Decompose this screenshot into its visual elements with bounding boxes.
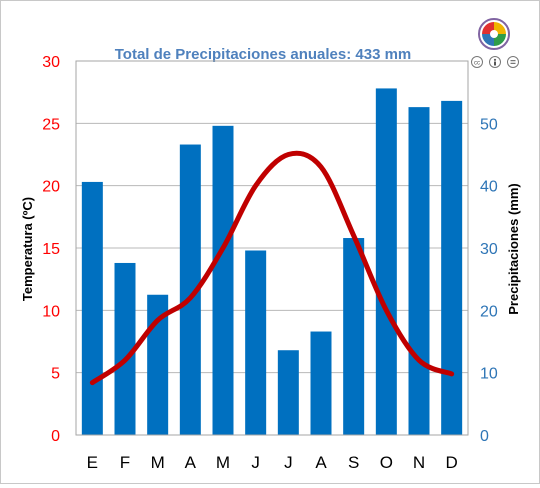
x-tick-label: E [87, 453, 98, 472]
y-left-tick-label: 25 [42, 116, 60, 133]
precip-bar [278, 350, 299, 435]
logo-icon [479, 19, 509, 49]
y-right-tick-label: 30 [480, 241, 498, 258]
attribution-icon [490, 57, 501, 68]
y-right-tick-label: 50 [480, 116, 498, 133]
precip-bar [441, 101, 462, 435]
precip-bar [311, 332, 332, 435]
cc-icon: cc [472, 57, 483, 68]
precip-bar [376, 88, 397, 435]
temperature-curve [92, 153, 451, 382]
y-left-tick-label: 5 [51, 366, 60, 383]
precip-bar [245, 250, 266, 435]
x-tick-label: J [284, 453, 293, 472]
x-tick-label: N [413, 453, 425, 472]
x-tick-label: F [120, 453, 130, 472]
precip-bar [409, 107, 430, 435]
noderivatives-icon [508, 57, 519, 68]
svg-text:cc: cc [474, 61, 480, 67]
license-icons: cc [472, 57, 519, 68]
y-left-tick-label: 15 [42, 241, 60, 258]
precipitation-bars [82, 88, 462, 435]
y-axis-left-label: Temperatura (ºC) [20, 197, 35, 301]
x-tick-label: M [151, 453, 165, 472]
x-tick-label: M [216, 453, 230, 472]
x-tick-label: A [185, 453, 197, 472]
y-right-tick-label: 20 [480, 303, 498, 320]
x-tick-label: O [380, 453, 393, 472]
x-tick-label: J [251, 453, 260, 472]
y-left-tick-label: 0 [51, 428, 60, 445]
y-left-tick-label: 10 [42, 303, 60, 320]
x-tick-label: A [315, 453, 327, 472]
y-left-tick-label: 30 [42, 54, 60, 71]
precip-bar [213, 126, 234, 435]
precip-bar [82, 182, 103, 435]
precip-bar [343, 238, 364, 435]
y-right-tick-label: 10 [480, 366, 498, 383]
x-tick-label: S [348, 453, 359, 472]
y-axis-right-label: Precipitaciones (mm) [506, 183, 521, 315]
temperature-line [92, 153, 452, 383]
x-tick-label: D [446, 453, 458, 472]
y-right-tick-label: 40 [480, 179, 498, 196]
y-left-tick-label: 20 [42, 179, 60, 196]
y-right-tick-label: 0 [480, 428, 489, 445]
chart-title: Total de Precipitaciones anuales: 433 mm [115, 46, 412, 63]
